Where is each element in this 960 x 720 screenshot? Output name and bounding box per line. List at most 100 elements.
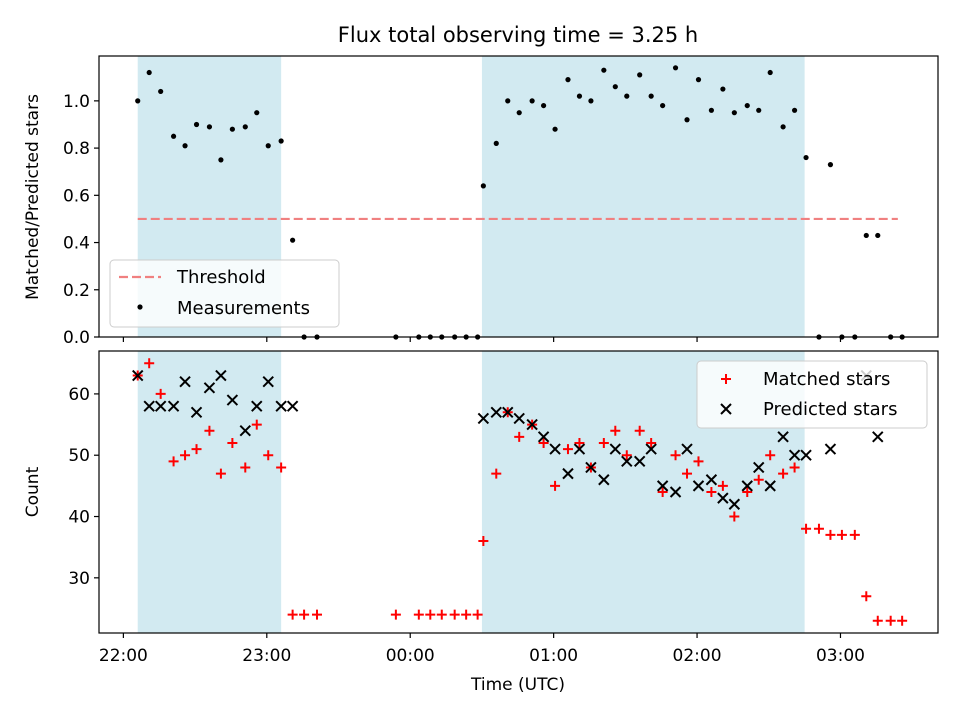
- matched-star-point-3: [168, 456, 179, 467]
- matched-star-point-8: [227, 437, 238, 448]
- predicted-star-point-14: [477, 412, 490, 425]
- measurement-point-13: [290, 237, 296, 243]
- matched-star-point-33: [598, 437, 609, 448]
- measurement-point-26: [516, 110, 522, 116]
- measurement-point-56: [875, 232, 881, 239]
- measurement-point-24: [493, 140, 499, 146]
- predicted-star-point-44: [872, 431, 884, 443]
- matched-star-point-42: [706, 487, 717, 497]
- predicted-star-point-31: [681, 443, 693, 455]
- predicted-star-point-13: [286, 400, 299, 412]
- measurement-point-9: [242, 124, 248, 130]
- y-tick-label-2: 50: [68, 446, 90, 466]
- predicted-star-point-18: [526, 418, 538, 431]
- measurement-point-46: [756, 107, 762, 113]
- predicted-star-point-5: [190, 406, 203, 419]
- matched-star-point-34: [610, 425, 621, 436]
- measurement-point-50: [803, 154, 809, 161]
- x-tick-label-5: 03:00: [816, 646, 865, 666]
- predicted-star-point-10: [251, 400, 263, 412]
- matched-star-point-54: [849, 529, 860, 540]
- y-tick-label-3: 60: [68, 385, 90, 405]
- predicted-star-point-20: [549, 443, 561, 455]
- measurement-point-31: [576, 93, 583, 99]
- measurement-point-41: [695, 77, 702, 83]
- measurement-point-37: [648, 93, 654, 99]
- y-tick-label-5: 1.0: [63, 92, 90, 112]
- measurement-point-32: [588, 98, 594, 104]
- predicted-star-point-15: [490, 406, 502, 419]
- predicted-star-point-1: [143, 400, 155, 412]
- matched-star-point-46: [753, 474, 764, 485]
- matched-star-point-6: [204, 425, 215, 436]
- matched-star-point-15: [311, 609, 322, 620]
- legend-ratio: Threshold Measurements: [109, 259, 340, 328]
- count-panel: 22:00 23:00 00:00 01:00 02:00 03:00 30 40 50 60 Ma…: [68, 350, 939, 666]
- measurement-point-5: [193, 121, 200, 128]
- predicted-star-point-25: [609, 443, 622, 455]
- measurement-point-6: [206, 124, 213, 130]
- matched-star-point-50: [801, 523, 812, 534]
- observing-window-1: [481, 56, 805, 337]
- measurement-point-55: [863, 232, 869, 239]
- matched-star-point-20: [449, 609, 460, 620]
- predicted-star-point-42: [824, 443, 837, 455]
- matched-star-point-52: [825, 529, 836, 540]
- predicted-star-point-41: [800, 449, 812, 461]
- x-tick-label-3: 01:00: [529, 646, 578, 666]
- matched-star-point-55: [861, 591, 872, 602]
- x-axis-label: Time (UTC): [470, 675, 565, 695]
- predicted-star-point-39: [777, 431, 789, 443]
- measurement-point-40: [684, 117, 690, 123]
- ratio-panel: 0.0 0.2 0.4 0.6 0.8 1.0 Threshold Measurements: [63, 55, 939, 348]
- predicted-star-point-33: [705, 474, 718, 486]
- predicted-star-point-40: [788, 449, 801, 461]
- y-tick-label-2: 0.4: [63, 234, 90, 254]
- predicted-star-point-0: [132, 369, 144, 382]
- matched-star-point-53: [836, 529, 847, 540]
- predicted-star-point-19: [537, 431, 550, 443]
- matched-star-point-19: [436, 609, 447, 620]
- matched-star-point-11: [263, 450, 274, 461]
- predicted-star-point-23: [585, 461, 597, 474]
- predicted-star-point-30: [669, 486, 682, 498]
- predicted-star-point-37: [753, 461, 765, 474]
- measurement-point-3: [170, 133, 177, 139]
- measurement-point-4: [182, 143, 188, 149]
- matched-star-point-12: [276, 462, 287, 473]
- axes-frame-0: [98, 55, 939, 338]
- matched-star-point-26: [514, 431, 525, 442]
- measurement-point-42: [708, 107, 714, 113]
- matched-star-point-13: [287, 609, 298, 620]
- matched-star-point-1: [144, 358, 155, 369]
- predicted-star-point-22: [573, 443, 586, 455]
- y-tick-label-4: 0.8: [63, 139, 90, 159]
- legend-matched-label: Matched stars: [763, 369, 890, 390]
- measurement-point-45: [744, 102, 750, 109]
- measurement-point-48: [780, 124, 786, 130]
- matched-star-point-23: [478, 536, 489, 547]
- matched-star-point-21: [461, 609, 472, 620]
- x-tick-label-0: 22:00: [99, 646, 148, 666]
- predicted-star-point-17: [513, 412, 525, 425]
- measurement-point-35: [624, 93, 630, 99]
- measurement-point-7: [218, 157, 224, 163]
- matched-star-point-44: [729, 511, 740, 522]
- predicted-star-point-8: [226, 394, 239, 406]
- matched-star-point-39: [670, 450, 681, 461]
- matched-star-point-28: [538, 437, 549, 448]
- y-tick-label-3: 0.6: [63, 186, 90, 206]
- measurement-point-33: [601, 67, 607, 73]
- x-tick-label-4: 02:00: [673, 646, 722, 666]
- predicted-star-point-11: [262, 375, 274, 388]
- measurement-point-30: [565, 77, 571, 83]
- legend-predicted-label: Predicted stars: [763, 399, 897, 420]
- y-tick-label-0: 30: [68, 569, 90, 589]
- predicted-star-point-35: [728, 498, 741, 510]
- predicted-star-point-3: [167, 400, 180, 412]
- predicted-star-point-12: [275, 400, 287, 412]
- chart-title: Flux total observing time = 3.25 h: [338, 23, 698, 47]
- y-tick-label-1: 40: [68, 508, 90, 528]
- y-tick-label-1: 0.2: [63, 281, 90, 301]
- matched-star-point-16: [390, 609, 401, 620]
